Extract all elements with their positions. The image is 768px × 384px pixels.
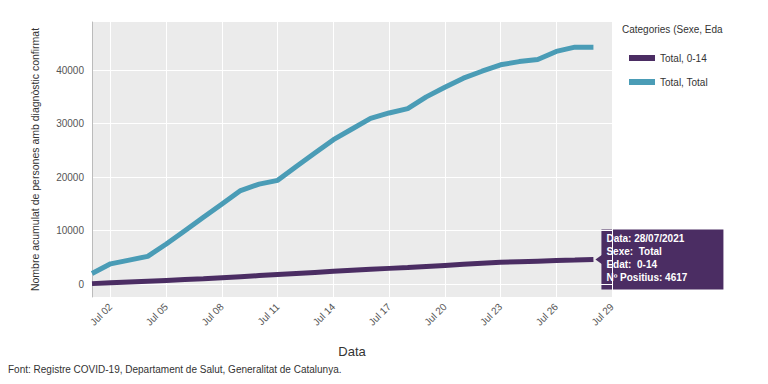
svg-text:Data: 28/07/2021: Data: 28/07/2021	[606, 233, 684, 244]
svg-text:30000: 30000	[56, 118, 84, 129]
svg-text:Jul 26: Jul 26	[534, 301, 561, 328]
svg-text:Jul 05: Jul 05	[144, 301, 171, 328]
svg-text:0: 0	[78, 279, 84, 290]
svg-text:Jul 02: Jul 02	[88, 301, 115, 328]
svg-text:Jul 11: Jul 11	[256, 301, 282, 327]
svg-text:Jul 17: Jul 17	[366, 301, 393, 328]
svg-text:10000: 10000	[56, 225, 84, 236]
svg-text:Sexe: Total: Sexe: Total	[606, 246, 662, 257]
svg-text:Categories (Sexe, Eda: Categories (Sexe, Eda	[622, 24, 723, 35]
svg-text:Font: Registre COVID-19, Depar: Font: Registre COVID-19, Departament de …	[8, 364, 342, 375]
svg-text:Jul 08: Jul 08	[199, 301, 226, 328]
svg-text:40000: 40000	[56, 65, 84, 76]
svg-text:Total, Total: Total, Total	[660, 77, 708, 88]
svg-text:Jul 20: Jul 20	[422, 301, 449, 328]
svg-text:Total, 0-14: Total, 0-14	[660, 53, 707, 64]
svg-text:Jul 14: Jul 14	[311, 301, 338, 328]
svg-text:Jul 23: Jul 23	[478, 301, 505, 328]
svg-text:Edat: 0-14: Edat: 0-14	[606, 259, 657, 270]
svg-text:Jul 29: Jul 29	[589, 301, 616, 328]
svg-text:Nombre acumulat de persones am: Nombre acumulat de persones amb diagnòst…	[29, 28, 41, 291]
svg-text:Data: Data	[338, 344, 366, 359]
svg-text:20000: 20000	[56, 172, 84, 183]
svg-text:Nº Positius: 4617: Nº Positius: 4617	[606, 272, 687, 283]
